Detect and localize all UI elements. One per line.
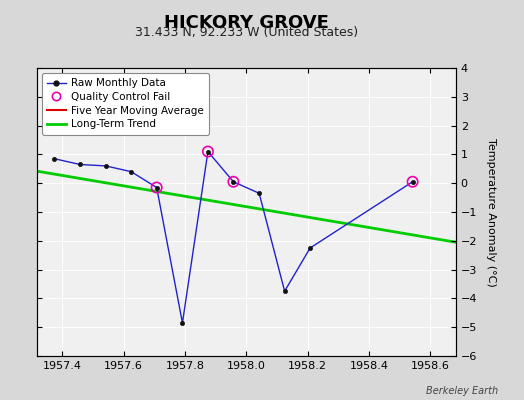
Point: [204, 148, 212, 155]
Point: [152, 184, 161, 191]
Legend: Raw Monthly Data, Quality Control Fail, Five Year Moving Average, Long-Term Tren: Raw Monthly Data, Quality Control Fail, …: [42, 73, 209, 134]
Text: HICKORY GROVE: HICKORY GROVE: [164, 14, 329, 32]
Y-axis label: Temperature Anomaly (°C): Temperature Anomaly (°C): [486, 138, 496, 286]
Point: [408, 178, 417, 185]
Point: [229, 178, 237, 185]
Text: 31.433 N, 92.233 W (United States): 31.433 N, 92.233 W (United States): [135, 26, 358, 39]
Text: Berkeley Earth: Berkeley Earth: [425, 386, 498, 396]
